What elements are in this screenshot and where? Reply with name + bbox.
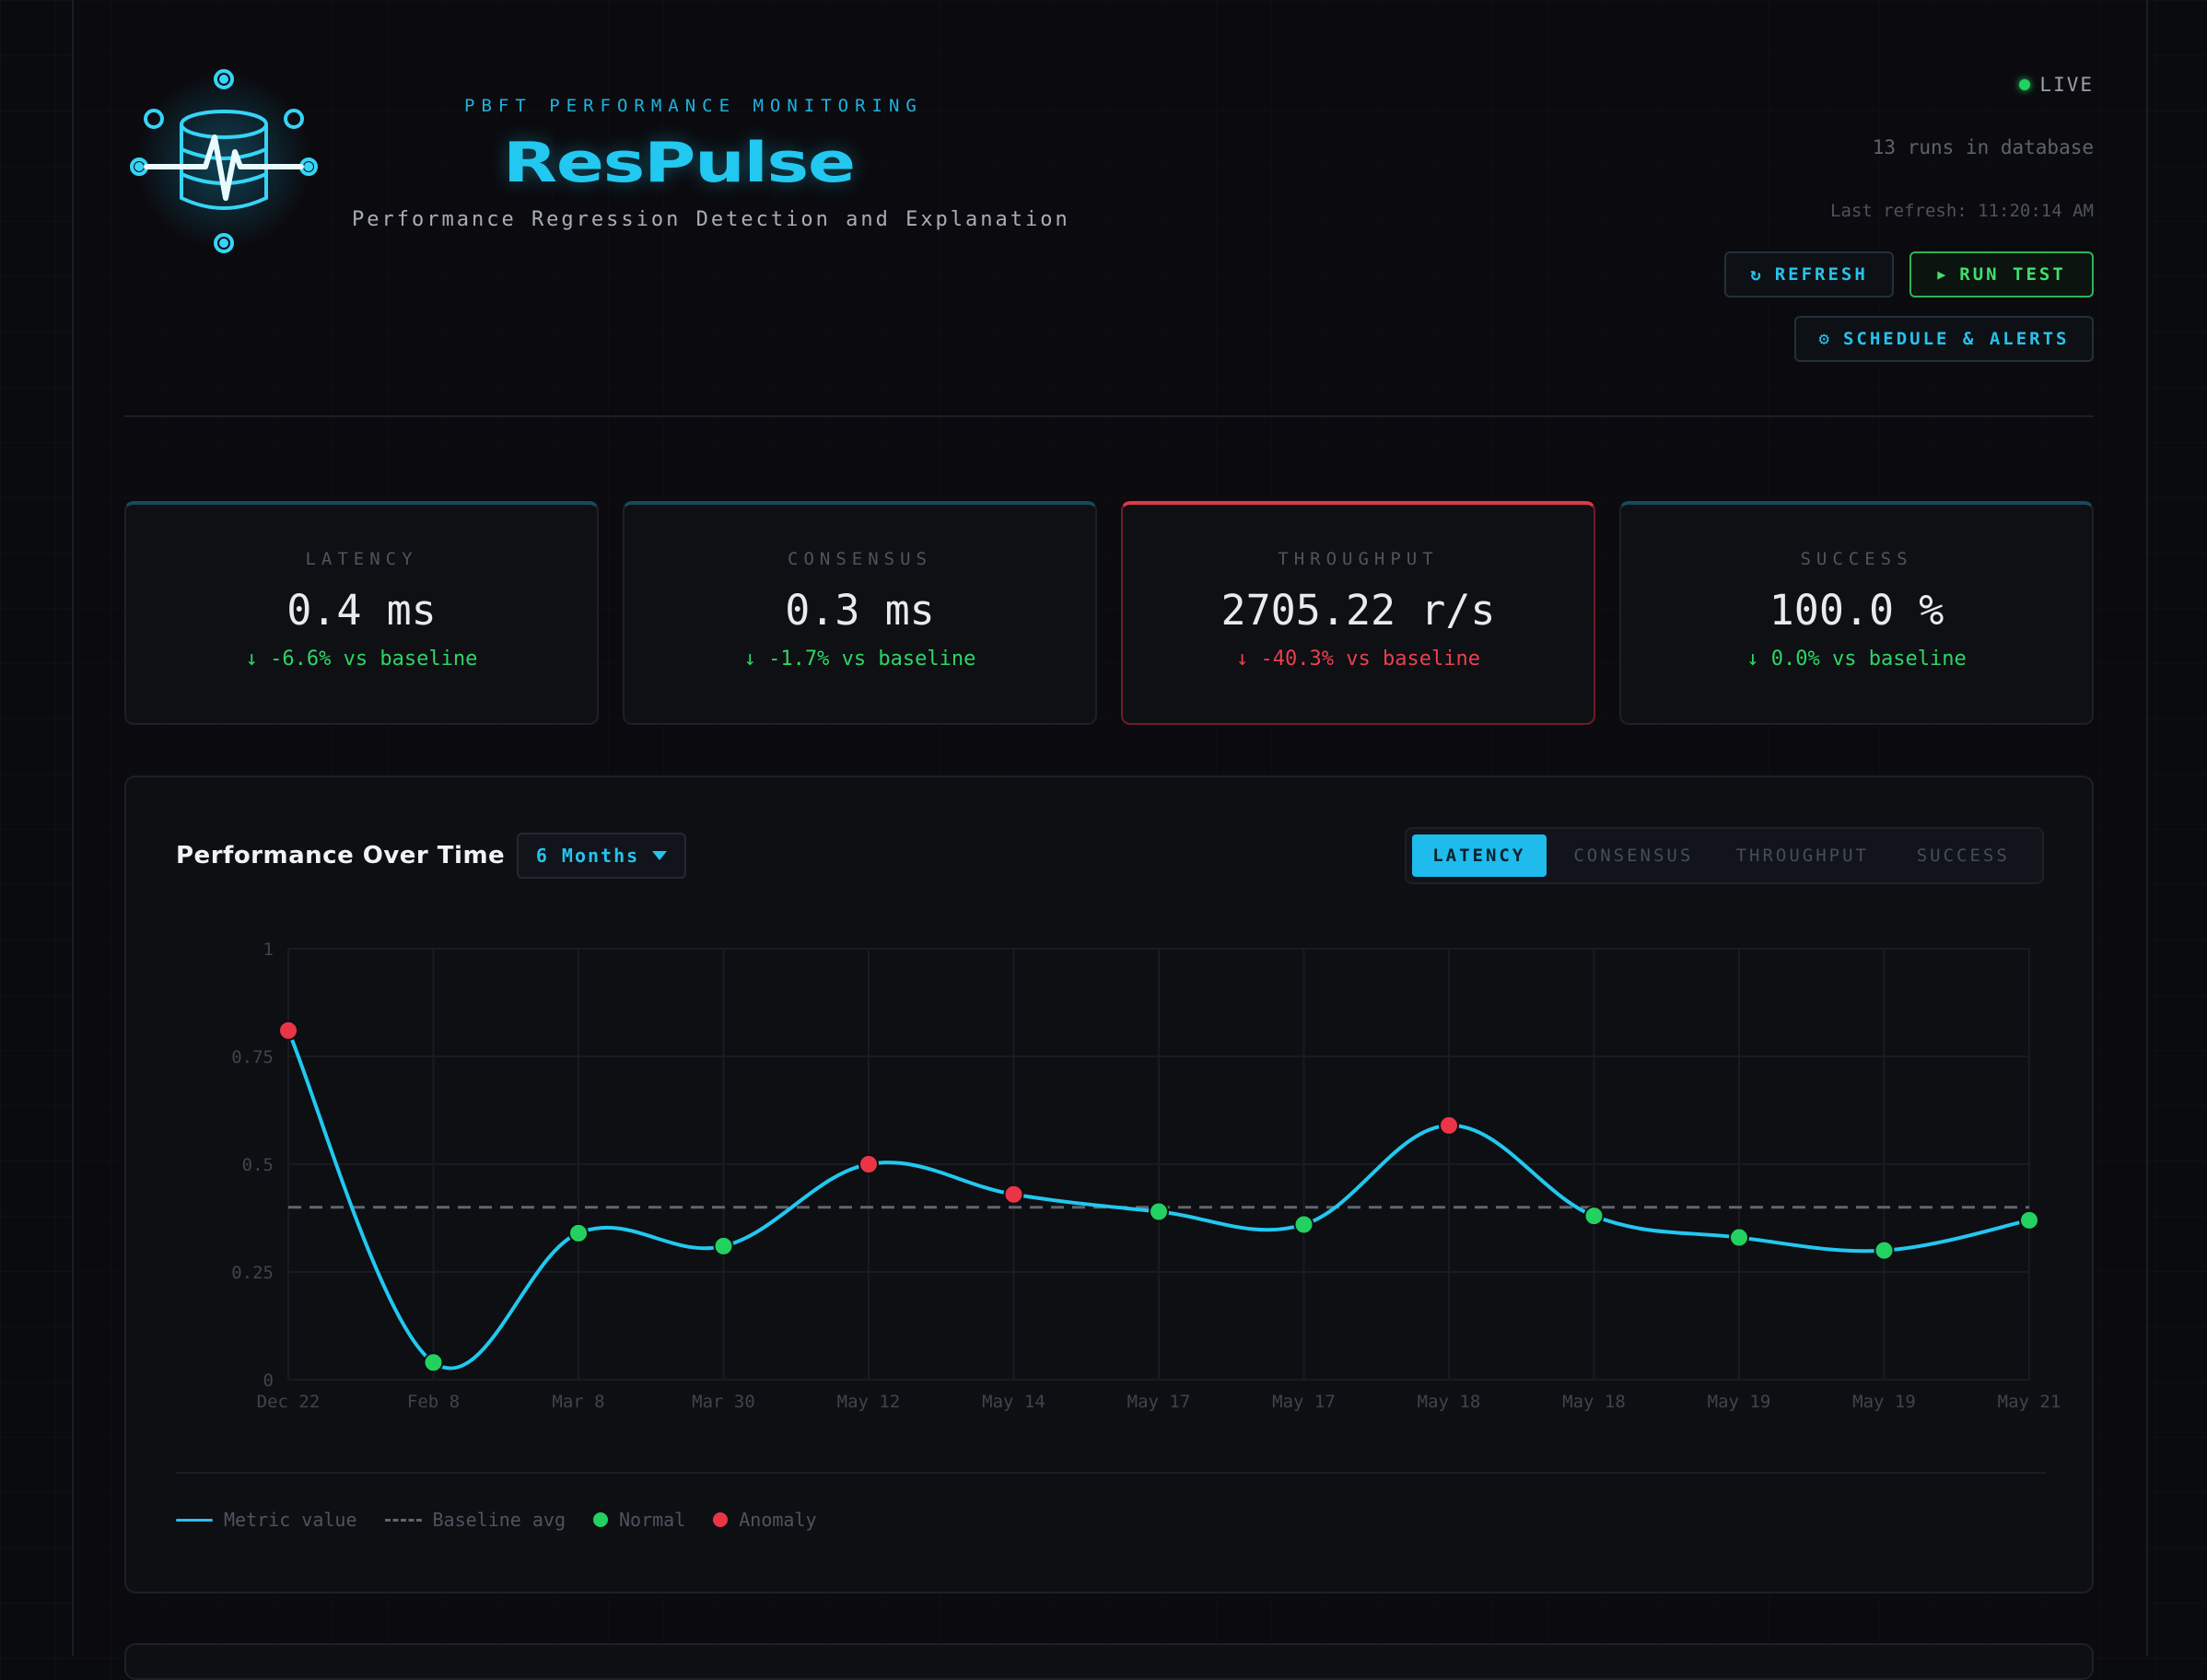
kpi-value: 0.3 ms [785, 586, 935, 635]
legend-anomaly: Anomaly [713, 1509, 817, 1531]
kpi-label: THROUGHPUT [1278, 549, 1439, 569]
x-tick-label: May 19 [1852, 1392, 1916, 1412]
tab-success[interactable]: SUCCESS [1916, 846, 2010, 866]
kpi-label: CONSENSUS [788, 549, 932, 569]
live-status: LIVE [2019, 74, 2094, 96]
kpi-card-success: SUCCESS 100.0 % ↓ 0.0% vs baseline [1619, 501, 2094, 725]
metric-tabs: LATENCY CONSENSUS THROUGHPUT SUCCESS [1405, 827, 2044, 884]
kpi-value: 100.0 % [1769, 586, 1944, 635]
normal-point [713, 1235, 734, 1256]
database-pulse-icon [130, 69, 318, 253]
dashed-line-swatch-icon [384, 1518, 422, 1522]
kpi-label: LATENCY [305, 549, 418, 569]
run-test-button-label: RUN TEST [1959, 264, 2066, 285]
play-icon: ▶ [1937, 266, 1949, 283]
y-tick-label: 0 [263, 1371, 274, 1391]
normal-point [1149, 1201, 1169, 1222]
tab-consensus[interactable]: CONSENSUS [1573, 846, 1694, 866]
metric-value-line [286, 1030, 2030, 1371]
x-tick-label: May 14 [982, 1392, 1045, 1412]
runs-count: 13 runs in database [1872, 136, 2094, 158]
last-refresh: Last refresh: 11:20:14 AM [1830, 201, 2094, 221]
chart-panel-title: Performance Over Time [176, 842, 506, 869]
live-label: LIVE [2039, 74, 2094, 96]
anomaly-point [1439, 1114, 1459, 1136]
normal-point [1729, 1227, 1749, 1248]
normal-point [1874, 1240, 1895, 1261]
kpi-delta: ↓ -1.7% vs baseline [743, 648, 976, 671]
x-tick-label: Feb 8 [407, 1392, 460, 1412]
tab-latency[interactable]: LATENCY [1412, 834, 1547, 877]
performance-chart-panel: Performance Over Time 6 Months LATENCY C… [124, 776, 2094, 1593]
next-panel [124, 1643, 2094, 1680]
y-tick-label: 1 [263, 939, 274, 960]
app-kicker: PBFT PERFORMANCE MONITORING [464, 96, 923, 116]
x-tick-label: May 19 [1708, 1392, 1771, 1412]
app-tagline: Performance Regression Detection and Exp… [352, 208, 1070, 231]
y-tick-label: 0.75 [231, 1047, 274, 1068]
y-tick-label: 0.25 [231, 1263, 274, 1283]
legend-anomaly-label: Anomaly [739, 1509, 817, 1531]
legend-baseline: Baseline avg [384, 1509, 566, 1531]
x-tick-label: Mar 8 [552, 1392, 604, 1412]
kpi-card-consensus: CONSENSUS 0.3 ms ↓ -1.7% vs baseline [623, 501, 1097, 725]
x-tick-label: May 18 [1418, 1392, 1481, 1412]
legend-metric-label: Metric value [224, 1509, 357, 1531]
y-tick-label: 0.5 [242, 1155, 274, 1175]
latency-line-chart: 0 0.25 0.5 0.75 1 Dec 22 Feb 8 Mar 8 Mar 30 May 1… [231, 939, 2061, 1412]
refresh-button-label: REFRESH [1774, 264, 1868, 285]
x-tick-label: Dec 22 [257, 1392, 321, 1412]
kpi-value: 0.4 ms [286, 586, 437, 635]
gear-icon: ⚙ [1818, 329, 1832, 349]
refresh-icon: ↻ [1750, 264, 1764, 285]
normal-point [1293, 1214, 1314, 1235]
time-range-value: 6 Months [535, 845, 640, 867]
anomaly-point [858, 1154, 879, 1174]
normal-point [423, 1352, 444, 1373]
kpi-delta: ↓ 0.0% vs baseline [1746, 648, 1967, 671]
x-tick-label: May 12 [837, 1392, 901, 1412]
header-divider [124, 415, 2094, 417]
legend-normal: Normal [593, 1509, 685, 1531]
anomaly-point [1003, 1184, 1024, 1205]
x-tick-label: Mar 30 [692, 1392, 755, 1412]
x-tick-label: May 17 [1127, 1392, 1191, 1412]
legend-divider [176, 1472, 2046, 1474]
normal-point [2019, 1209, 2039, 1231]
schedule-alerts-button[interactable]: ⚙ SCHEDULE & ALERTS [1794, 316, 2094, 362]
chart-legend: Metric value Baseline avg Normal Anomaly [176, 1509, 817, 1531]
legend-baseline-label: Baseline avg [432, 1509, 566, 1531]
kpi-label: SUCCESS [1800, 549, 1913, 569]
tab-throughput[interactable]: THROUGHPUT [1735, 846, 1869, 866]
time-range-dropdown[interactable]: 6 Months [517, 833, 686, 879]
kpi-card-throughput: THROUGHPUT 2705.22 r/s ↓ -40.3% vs basel… [1121, 501, 1595, 725]
green-dot-icon [593, 1512, 608, 1527]
anomaly-point [278, 1020, 298, 1041]
x-tick-label: May 17 [1272, 1392, 1336, 1412]
kpi-value: 2705.22 r/s [1220, 586, 1496, 635]
run-test-button[interactable]: ▶ RUN TEST [1909, 251, 2094, 298]
chevron-down-icon [652, 851, 668, 860]
kpi-card-latency: LATENCY 0.4 ms ↓ -6.6% vs baseline [124, 501, 599, 725]
legend-normal-label: Normal [619, 1509, 686, 1531]
x-tick-label: May 18 [1562, 1392, 1626, 1412]
refresh-button[interactable]: ↻ REFRESH [1724, 251, 1894, 298]
kpi-delta: ↓ -6.6% vs baseline [245, 648, 478, 671]
x-tick-label: May 21 [1998, 1392, 2061, 1412]
normal-point [1583, 1206, 1605, 1227]
app-brand: ResPulse [503, 131, 856, 195]
line-swatch-icon [176, 1518, 213, 1522]
normal-point [568, 1222, 589, 1243]
kpi-delta: ↓ -40.3% vs baseline [1236, 648, 1480, 671]
legend-metric: Metric value [176, 1509, 357, 1531]
live-indicator-icon [2019, 79, 2031, 90]
schedule-button-label: SCHEDULE & ALERTS [1842, 329, 2070, 349]
red-dot-icon [713, 1512, 729, 1527]
